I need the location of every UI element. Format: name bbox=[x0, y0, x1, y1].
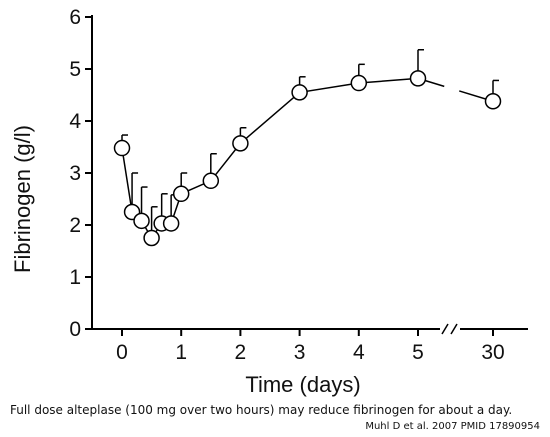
data-point bbox=[143, 229, 160, 247]
x-tick-label: 0 bbox=[116, 341, 128, 364]
figure-caption: Full dose alteplase (100 mg over two hou… bbox=[10, 403, 513, 417]
data-point bbox=[133, 212, 150, 230]
data-point bbox=[291, 84, 308, 101]
axis-break-mark bbox=[450, 323, 458, 335]
x-tick-label: 30 bbox=[481, 341, 504, 364]
y-axis-ticks: 0 1 2 3 4 5 6 bbox=[69, 6, 92, 341]
series-line bbox=[121, 77, 494, 240]
y-tick-label: 5 bbox=[69, 58, 81, 81]
y-tick-label: 4 bbox=[69, 110, 81, 133]
y-tick-label: 0 bbox=[69, 318, 81, 341]
data-point bbox=[162, 215, 180, 232]
data-point bbox=[172, 185, 190, 203]
x-axis-ticks: 0 1 2 3 4 5 30 bbox=[116, 329, 505, 364]
x-axis-title: Time (days) bbox=[245, 372, 360, 397]
y-tick-label: 3 bbox=[69, 162, 81, 185]
axis-break-mark bbox=[441, 323, 449, 335]
series-line-segment bbox=[121, 77, 419, 240]
x-tick-label: 1 bbox=[175, 341, 187, 364]
y-axis-title: Fibrinogen (g/l) bbox=[10, 125, 35, 273]
error-bars bbox=[121, 49, 499, 238]
data-point bbox=[484, 92, 502, 110]
x-tick-label: 5 bbox=[412, 341, 424, 364]
y-tick-label: 6 bbox=[69, 6, 81, 29]
axes bbox=[91, 15, 528, 335]
data-point bbox=[113, 139, 131, 157]
citation: Muhl D et al. 2007 PMID 17890954 bbox=[365, 421, 540, 432]
data-points bbox=[113, 70, 502, 247]
data-point bbox=[232, 135, 249, 152]
x-tick-label: 2 bbox=[235, 341, 247, 364]
y-tick-label: 1 bbox=[69, 266, 81, 289]
y-tick-label: 2 bbox=[69, 214, 81, 237]
x-tick-label: 4 bbox=[353, 341, 365, 364]
x-tick-label: 3 bbox=[294, 341, 306, 364]
data-point bbox=[409, 70, 427, 87]
data-point bbox=[350, 74, 368, 92]
data-point bbox=[202, 172, 220, 190]
